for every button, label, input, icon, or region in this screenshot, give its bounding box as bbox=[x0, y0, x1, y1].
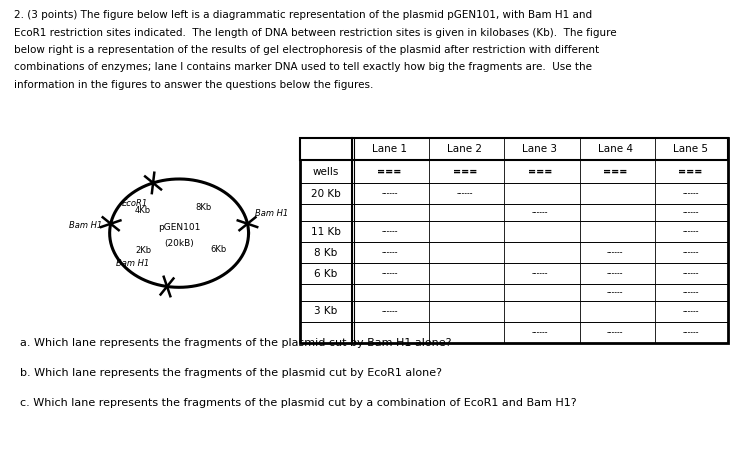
Text: pGEN101: pGEN101 bbox=[158, 223, 200, 232]
Text: 2. (3 points) The figure below left is a diagrammatic representation of the plas: 2. (3 points) The figure below left is a… bbox=[14, 10, 592, 20]
Text: ------: ------ bbox=[382, 227, 398, 236]
Text: ------: ------ bbox=[382, 269, 398, 278]
Text: below right is a representation of the results of gel electrophoresis of the pla: below right is a representation of the r… bbox=[14, 45, 599, 55]
Text: ------: ------ bbox=[531, 269, 548, 278]
Text: Bam H1: Bam H1 bbox=[115, 260, 149, 268]
Text: ------: ------ bbox=[607, 288, 624, 297]
Text: 4Kb: 4Kb bbox=[135, 206, 151, 215]
Text: ------: ------ bbox=[682, 227, 699, 236]
Bar bbox=[300, 138, 728, 343]
Text: ------: ------ bbox=[682, 328, 699, 337]
Text: ------: ------ bbox=[607, 248, 624, 257]
Text: Lane 5: Lane 5 bbox=[673, 144, 708, 154]
Text: ===: === bbox=[377, 167, 402, 177]
Text: Lane 2: Lane 2 bbox=[447, 144, 482, 154]
Text: ===: === bbox=[678, 167, 702, 177]
Text: EcoR1 restriction sites indicated.  The length of DNA between restriction sites : EcoR1 restriction sites indicated. The l… bbox=[14, 27, 617, 38]
Text: ------: ------ bbox=[607, 328, 624, 337]
Text: ------: ------ bbox=[682, 189, 699, 198]
Text: ------: ------ bbox=[457, 189, 473, 198]
Text: EcoR1: EcoR1 bbox=[122, 199, 148, 208]
Text: b. Which lane represents the fragments of the plasmid cut by EcoR1 alone?: b. Which lane represents the fragments o… bbox=[20, 368, 442, 378]
Text: ------: ------ bbox=[607, 269, 624, 278]
Text: Lane 3: Lane 3 bbox=[523, 144, 558, 154]
Text: 2Kb: 2Kb bbox=[136, 246, 152, 255]
Text: 11 Kb: 11 Kb bbox=[311, 227, 341, 236]
Text: Lane 1: Lane 1 bbox=[372, 144, 407, 154]
Text: a. Which lane represents the fragments of the plasmid cut by Bam H1 alone?: a. Which lane represents the fragments o… bbox=[20, 338, 452, 348]
Text: information in the figures to answer the questions below the figures.: information in the figures to answer the… bbox=[14, 80, 374, 90]
Text: ===: === bbox=[528, 167, 552, 177]
Text: ===: === bbox=[452, 167, 477, 177]
Text: 3 Kb: 3 Kb bbox=[314, 307, 338, 317]
Text: ------: ------ bbox=[682, 208, 699, 217]
Text: wells: wells bbox=[313, 167, 339, 177]
Bar bbox=[300, 138, 728, 160]
Text: ------: ------ bbox=[382, 248, 398, 257]
Text: 6Kb: 6Kb bbox=[210, 245, 226, 254]
Text: ------: ------ bbox=[682, 288, 699, 297]
Text: combinations of enzymes; lane I contains marker DNA used to tell exactly how big: combinations of enzymes; lane I contains… bbox=[14, 63, 592, 73]
Text: ------: ------ bbox=[382, 307, 398, 316]
Text: (20kB): (20kB) bbox=[164, 239, 194, 248]
Text: 6 Kb: 6 Kb bbox=[314, 268, 338, 278]
Text: ------: ------ bbox=[682, 248, 699, 257]
Text: ------: ------ bbox=[382, 189, 398, 198]
Text: c. Which lane represents the fragments of the plasmid cut by a combination of Ec: c. Which lane represents the fragments o… bbox=[20, 398, 577, 408]
Text: ===: === bbox=[603, 167, 627, 177]
Text: Lane 4: Lane 4 bbox=[598, 144, 633, 154]
Text: ------: ------ bbox=[682, 307, 699, 316]
Text: 8Kb: 8Kb bbox=[196, 203, 212, 211]
Text: 8 Kb: 8 Kb bbox=[314, 248, 338, 258]
Text: 20 Kb: 20 Kb bbox=[311, 189, 341, 199]
Text: Bam H1: Bam H1 bbox=[69, 221, 102, 230]
Text: ------: ------ bbox=[682, 269, 699, 278]
Text: ------: ------ bbox=[531, 328, 548, 337]
Text: Bam H1: Bam H1 bbox=[256, 209, 289, 218]
Text: ------: ------ bbox=[531, 208, 548, 217]
